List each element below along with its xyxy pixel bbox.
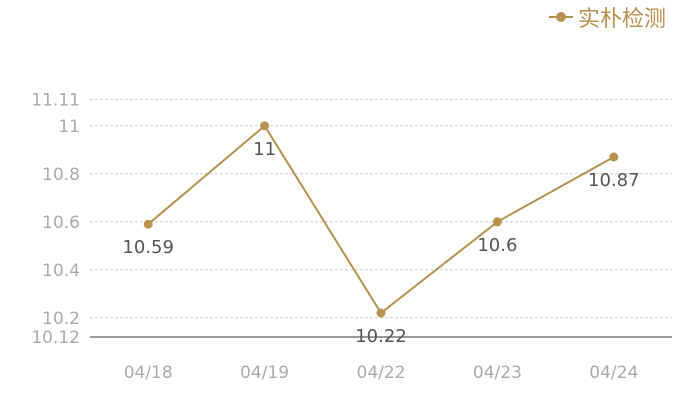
- x-tick-label: 04/18: [124, 363, 173, 383]
- data-label: 10.87: [588, 170, 640, 191]
- x-tick-label: 04/22: [357, 363, 406, 383]
- series-line: [147, 124, 615, 315]
- legend-label: 实朴检测: [578, 7, 666, 32]
- x-tick-label: 04/24: [589, 363, 638, 383]
- data-point[interactable]: [609, 152, 619, 162]
- data-point[interactable]: [143, 219, 153, 229]
- data-label: 10.22: [355, 326, 407, 347]
- x-axis: 04/18 04/19 04/22 04/23 04/24: [124, 363, 639, 383]
- x-tick-label: 04/19: [240, 363, 289, 383]
- data-point[interactable]: [376, 308, 386, 318]
- data-point[interactable]: [492, 217, 502, 227]
- x-tick-label: 04/23: [473, 363, 522, 383]
- y-tick-label: 10.4: [42, 261, 80, 281]
- y-tick-label: 10.6: [42, 213, 80, 233]
- grid: [90, 98, 672, 319]
- data-label: 10.59: [122, 237, 174, 258]
- data-point[interactable]: [260, 121, 270, 131]
- y-tick-label: 11: [58, 117, 80, 137]
- data-label: 11: [253, 139, 276, 160]
- y-tick-label: 10.8: [42, 165, 80, 185]
- series: 10.59 11 10.22 10.6 10.87: [122, 121, 640, 347]
- y-tick-label: 11.11: [31, 90, 80, 110]
- legend-dot-icon: [556, 12, 566, 22]
- legend[interactable]: 实朴检测: [549, 7, 666, 32]
- data-label: 10.6: [477, 235, 517, 256]
- y-tick-label: 10.12: [31, 328, 80, 348]
- y-tick-label: 10.2: [42, 309, 80, 329]
